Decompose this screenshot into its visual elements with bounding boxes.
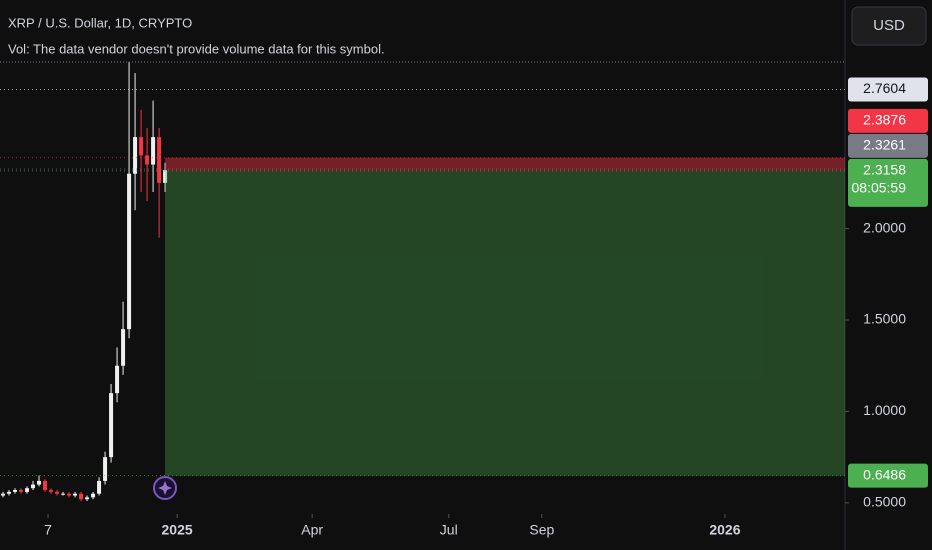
candle-body [73,493,78,496]
event-star [158,481,172,495]
candle-body [163,170,168,183]
candle-body [79,493,84,500]
price-label: 2.3876 [863,112,906,128]
chart-subtitle: Vol: The data vendor doesn't provide vol… [8,41,385,56]
candle-body [19,490,24,492]
candle-body [97,480,102,494]
x-tick-label: 2026 [709,522,740,538]
x-tick-label: Sep [529,522,554,538]
candle-body [49,490,54,492]
stop-zone [165,157,846,171]
candle-body [139,137,144,156]
candle-body [109,393,114,458]
currency-label: USD [873,17,905,34]
candle-body [127,173,132,330]
plot-area [1,62,168,502]
target-zone [165,170,846,476]
candle-body [85,497,90,500]
candle-body [37,480,42,485]
x-tick-label: 7 [44,522,52,538]
candle-body [7,491,12,494]
currency-button[interactable] [851,6,927,46]
chart-title: XRP / U.S. Dollar, 1D, CRYPTO [8,15,192,30]
y-tick-label: 1.5000 [863,311,906,327]
candle-body [145,155,150,165]
x-tick-label: 2025 [162,522,193,538]
price-label: 0.6486 [863,466,906,482]
price-label-box [848,463,928,488]
candle-body [1,493,6,496]
price-label: 2.3158 [863,162,906,178]
price-label-box [848,108,928,133]
candle-body [43,480,48,491]
candle-body [115,365,120,394]
candle-body [157,137,162,183]
candle-body [25,488,30,492]
candle-body [133,137,138,174]
candle-body [67,493,72,496]
price-label: 2.7604 [863,80,906,96]
candle-body [55,491,60,494]
price-label-box [848,133,928,158]
candle-body [121,329,126,366]
candle-body [103,457,108,481]
candle-body [91,493,96,498]
x-tick-label: Jul [440,522,458,538]
countdown: 08:05:59 [852,180,907,196]
y-tick-label: 1.0000 [863,402,906,418]
y-tick-label: 2.0000 [863,219,906,235]
candle-body [61,493,66,495]
candle-body [31,484,36,489]
price-label-box [848,158,928,207]
candle-body [13,490,18,492]
price-label-box [848,77,928,102]
candle-body [151,137,156,165]
y-tick-label: 0.5000 [863,494,906,510]
x-tick-label: Apr [301,522,323,538]
price-label: 2.3261 [863,137,906,153]
